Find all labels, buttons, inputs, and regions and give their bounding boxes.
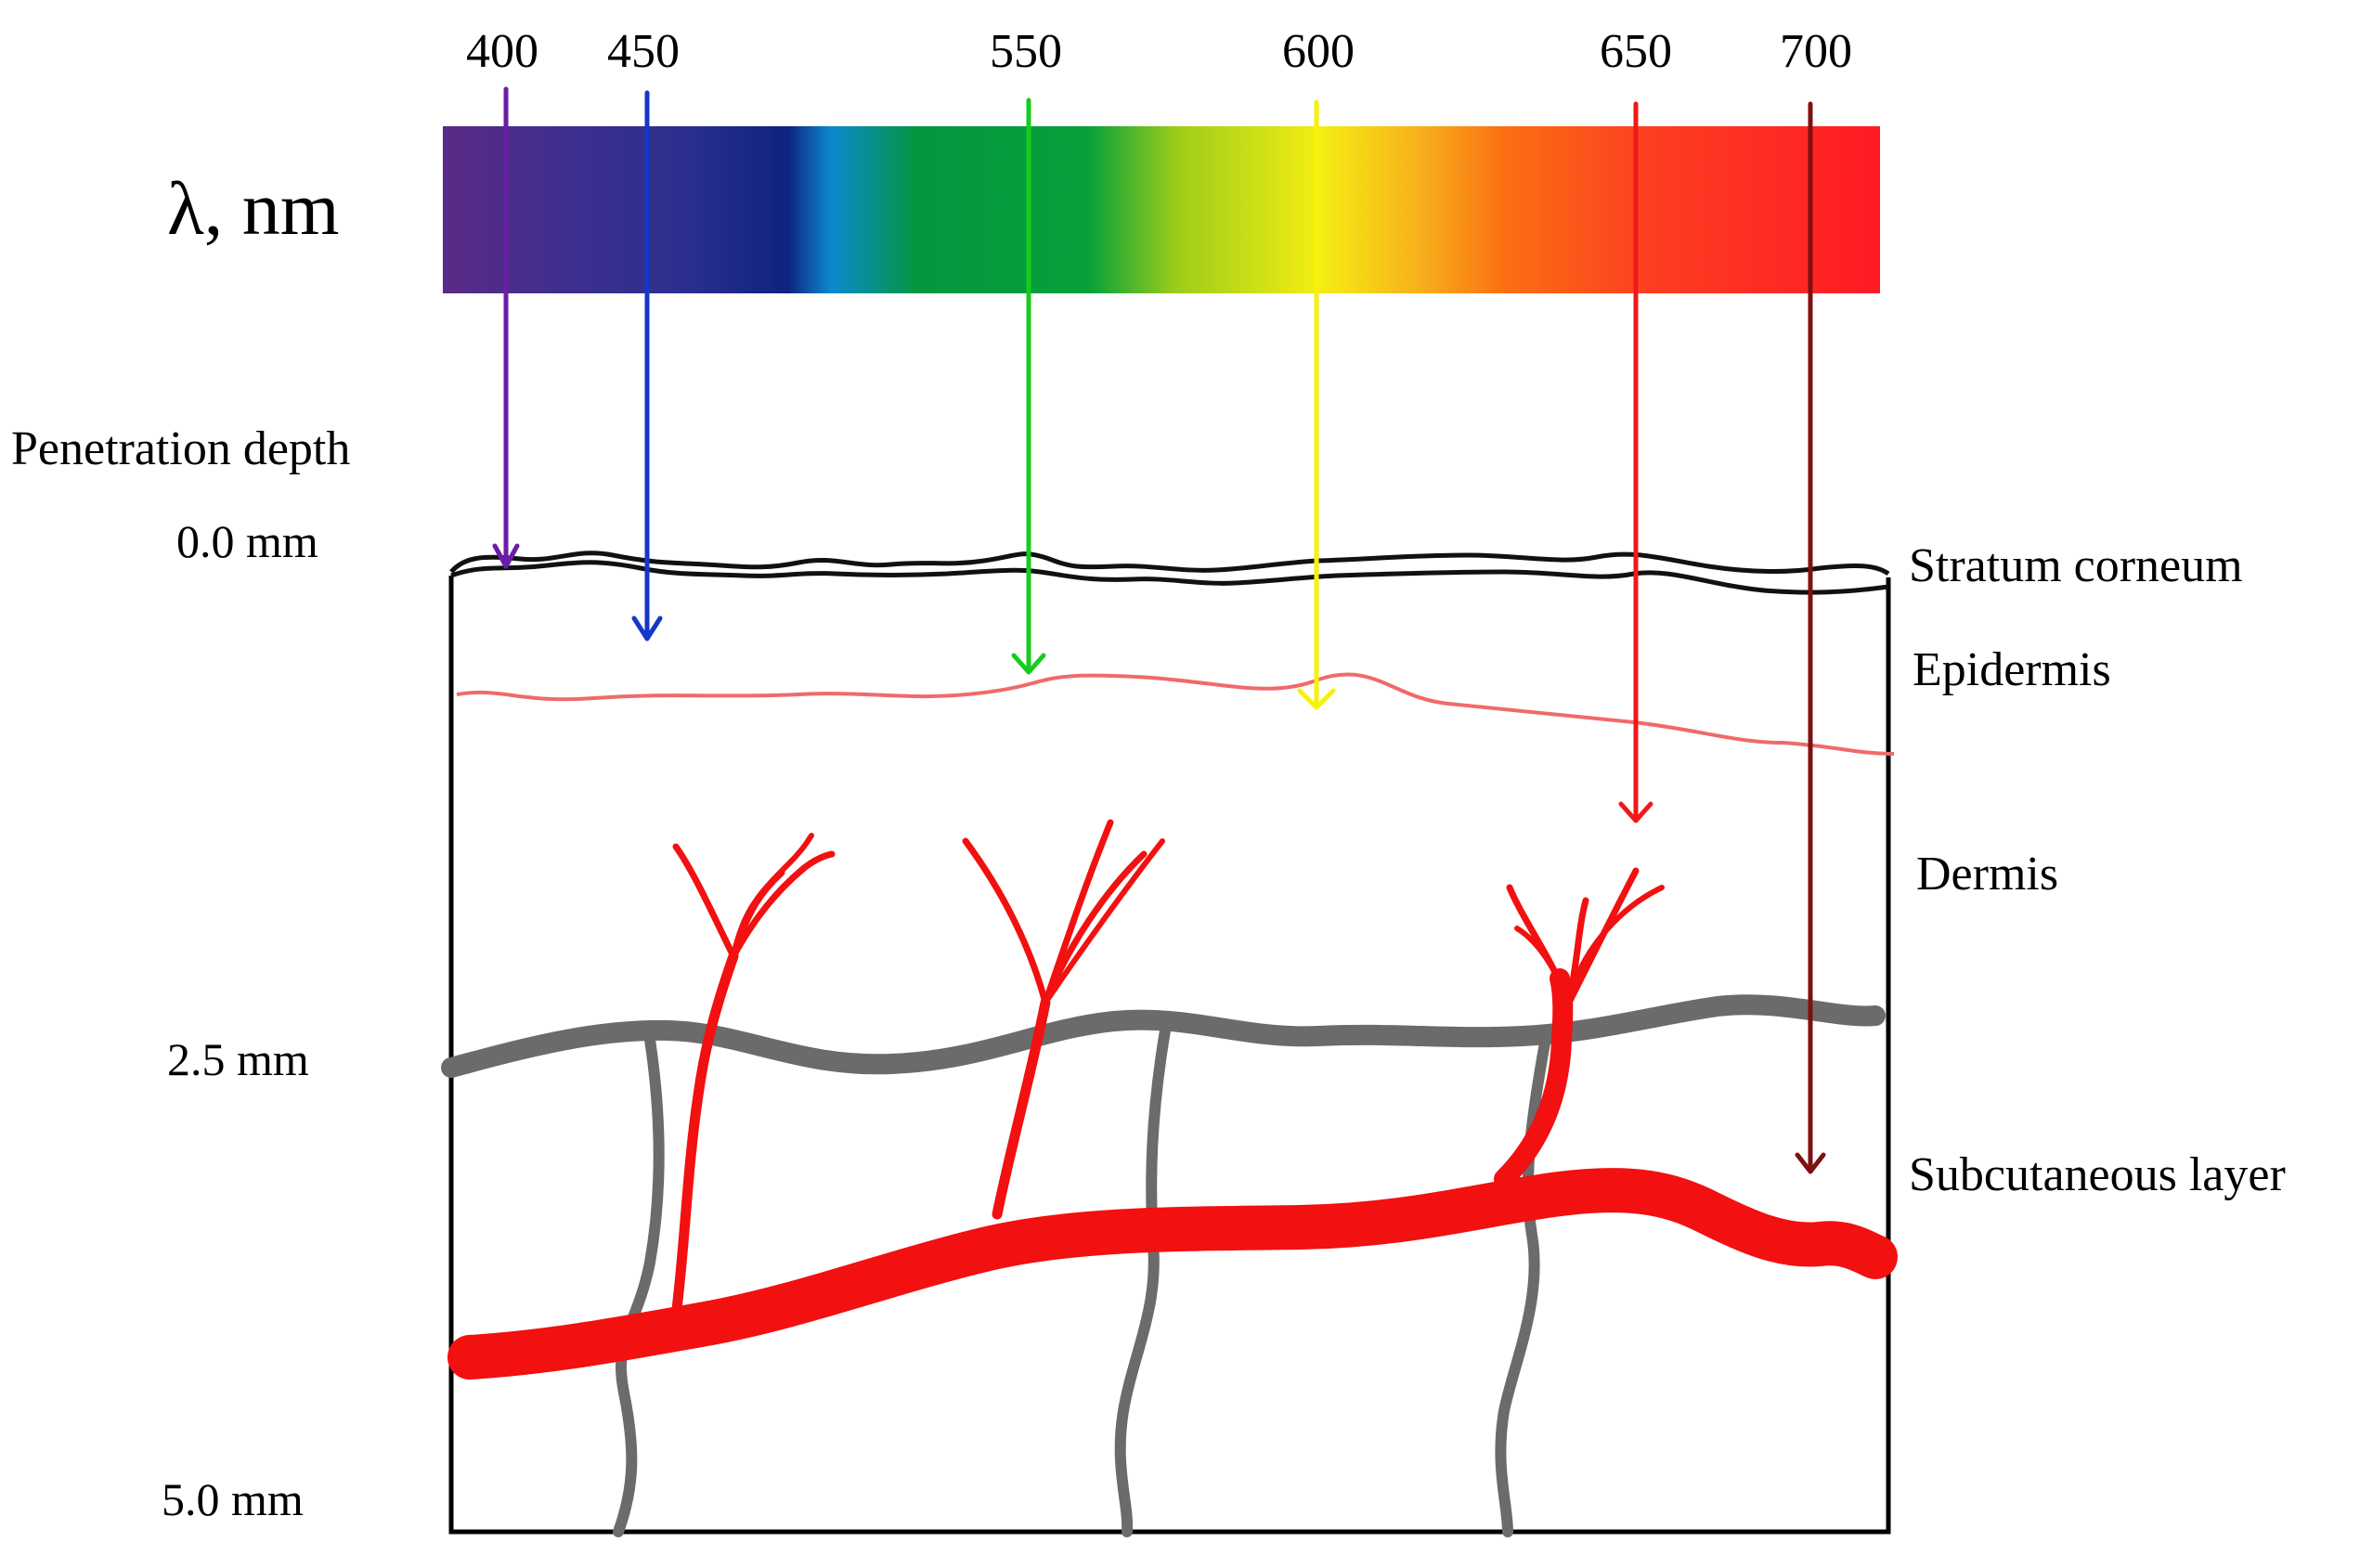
- capillary-1-twig-a: [672, 843, 737, 960]
- nerve-horizontal: [441, 994, 1886, 1078]
- wavelength-label-450: 450: [607, 25, 680, 78]
- capillary-branch-1: [670, 951, 739, 1322]
- wavelength-label-650: 650: [1600, 25, 1672, 78]
- capillary-1-twig-d: [731, 833, 814, 959]
- wavelength-label-600: 600: [1282, 25, 1355, 78]
- arrow-650nm: [1618, 101, 1653, 823]
- arrow-700nm: [1795, 101, 1826, 1174]
- arrow-600nm: [1297, 99, 1336, 710]
- depth-tick-5: 5.0 mm: [162, 1473, 304, 1525]
- capillary-3-twig-e: [1514, 926, 1572, 1005]
- spectrum-bar: [443, 126, 1880, 293]
- nerve-vertical-1: [613, 1034, 665, 1537]
- layer-label-dermis: Dermis: [1916, 848, 2058, 901]
- capillary-branch-2: [992, 997, 1051, 1220]
- depth-tick-2-5: 2.5 mm: [167, 1033, 309, 1085]
- main-vessel: [447, 1168, 1898, 1380]
- nerve-network: [441, 994, 1886, 1537]
- penetration-arrows: [492, 86, 1826, 1174]
- capillary-2-twig-a: [962, 837, 1049, 1006]
- depth-tick-0: 0.0 mm: [176, 515, 318, 567]
- capillary-branch-3: [1494, 968, 1574, 1189]
- arrow-550nm: [1011, 97, 1046, 675]
- capillary-3-twig-d: [1566, 885, 1665, 1005]
- epidermis-boundary: [456, 672, 1895, 756]
- wavelength-label-550: 550: [990, 25, 1062, 78]
- nerve-vertical-2: [1114, 1025, 1171, 1537]
- capillary-2-twig-d: [1043, 838, 1165, 1005]
- layer-label-stratum-corneum: Stratum corneum: [1909, 539, 2243, 592]
- wavelength-axis-label: λ, nm: [167, 166, 340, 251]
- arrow-450nm: [631, 90, 663, 641]
- layer-label-subcutaneous: Subcutaneous layer: [1909, 1148, 2286, 1201]
- stratum-corneum-upper: [449, 551, 1890, 577]
- arrow-400nm: [492, 86, 520, 569]
- skin-frame: [448, 576, 1891, 1535]
- wavelength-label-400: 400: [466, 25, 538, 78]
- capillary-1-twig-c: [730, 850, 836, 960]
- blood-vessels: [447, 819, 1898, 1380]
- capillary-2-twig-c: [1042, 850, 1148, 1006]
- layer-label-epidermis: Epidermis: [1913, 643, 2111, 696]
- penetration-depth-title: Penetration depth: [11, 422, 350, 475]
- wavelength-label-700: 700: [1780, 25, 1852, 78]
